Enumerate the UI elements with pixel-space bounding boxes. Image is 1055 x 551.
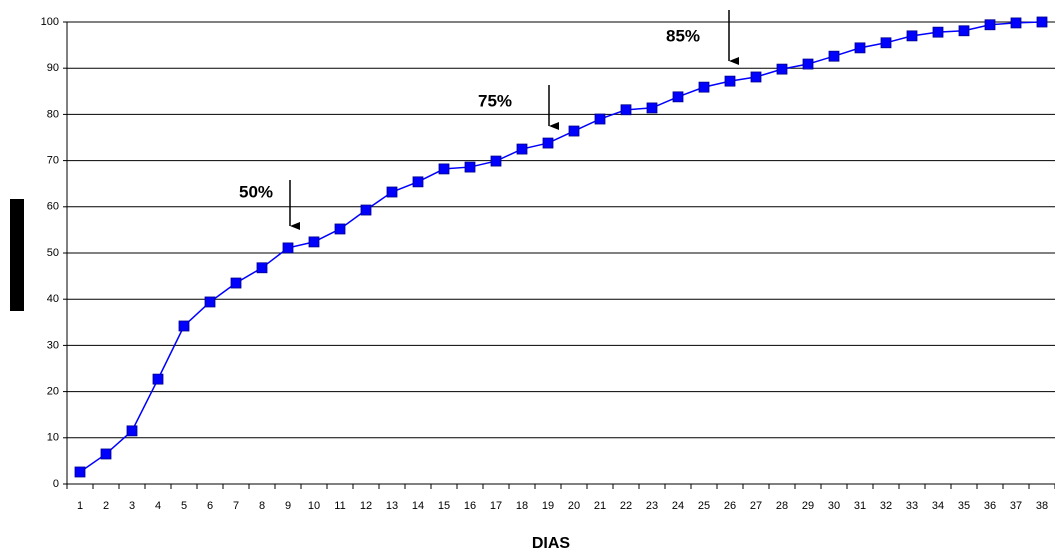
- marker: [880, 37, 892, 49]
- marker: [516, 143, 528, 155]
- y-tick-label: 60: [47, 201, 59, 213]
- x-tick-label: 34: [932, 500, 944, 512]
- y-tick-label: 50: [47, 247, 59, 259]
- y-tick-label: 40: [47, 293, 59, 305]
- x-tick-label: 22: [620, 500, 632, 512]
- y-tick-label: 90: [47, 62, 59, 74]
- marker: [74, 466, 86, 478]
- annotation: 85%: [666, 26, 700, 45]
- marker: [230, 277, 242, 289]
- x-tick-label: 5: [181, 500, 187, 512]
- x-tick-label: 33: [906, 500, 918, 512]
- marker: [438, 163, 450, 175]
- marker: [828, 50, 840, 62]
- x-tick-label: 2: [103, 500, 109, 512]
- x-tick-label: 12: [360, 500, 372, 512]
- x-tick-label: 4: [155, 500, 161, 512]
- marker: [1036, 16, 1048, 28]
- marker: [958, 25, 970, 37]
- y-tick-label: 30: [47, 339, 59, 351]
- x-tick-label: 10: [308, 500, 320, 512]
- y-tick-label: 100: [41, 16, 59, 28]
- x-tick-label: 15: [438, 500, 450, 512]
- x-tick-label: 14: [412, 500, 424, 512]
- marker: [906, 30, 918, 42]
- marker: [360, 204, 372, 216]
- x-tick-label: 9: [285, 500, 291, 512]
- x-tick-label: 18: [516, 500, 528, 512]
- x-tick-label: 37: [1010, 500, 1022, 512]
- marker: [282, 242, 294, 254]
- x-tick-label: 21: [594, 500, 606, 512]
- series-line: [79, 21, 1043, 473]
- marker: [464, 161, 476, 173]
- x-tick-label: 19: [542, 500, 554, 512]
- marker: [854, 42, 866, 54]
- marker: [256, 262, 268, 274]
- annotation: 50%: [239, 182, 273, 201]
- x-tick-label: 28: [776, 500, 788, 512]
- marker: [724, 75, 736, 87]
- x-tick-label: 1: [77, 500, 83, 512]
- marker: [568, 125, 580, 137]
- marker: [620, 104, 632, 116]
- y-tick-label: 80: [47, 108, 59, 120]
- x-tick-label: 25: [698, 500, 710, 512]
- x-tick-label: 17: [490, 500, 502, 512]
- marker: [152, 373, 164, 385]
- x-tick-label: 27: [750, 500, 762, 512]
- marker: [100, 448, 112, 460]
- marker: [646, 102, 658, 114]
- y-tick-label: 70: [47, 155, 59, 167]
- x-tick-label: 16: [464, 500, 476, 512]
- y-tick-label: 10: [47, 432, 59, 444]
- marker: [178, 320, 190, 332]
- x-tick-label: 31: [854, 500, 866, 512]
- y-tick-label: 20: [47, 386, 59, 398]
- marker: [594, 113, 606, 125]
- marker: [386, 186, 398, 198]
- x-tick-label: 35: [958, 500, 970, 512]
- x-tick-label: 36: [984, 500, 996, 512]
- y-tick-label: 0: [53, 478, 59, 490]
- marker: [1010, 17, 1022, 29]
- x-tick-label: 7: [233, 500, 239, 512]
- marker: [802, 58, 814, 70]
- x-tick-label: 30: [828, 500, 840, 512]
- marker: [308, 236, 320, 248]
- annotation: 75%: [478, 91, 512, 110]
- x-tick-label: 24: [672, 500, 684, 512]
- marker: [698, 81, 710, 93]
- x-axis-title: DIAS: [532, 535, 571, 551]
- marker: [932, 26, 944, 38]
- x-tick-label: 8: [259, 500, 265, 512]
- x-tick-label: 13: [386, 500, 398, 512]
- redacted-label: [10, 199, 24, 311]
- x-tick-label: 6: [207, 500, 213, 512]
- x-tick-label: 20: [568, 500, 580, 512]
- marker: [126, 425, 138, 437]
- marker: [672, 91, 684, 103]
- marker: [542, 137, 554, 149]
- x-tick-label: 11: [334, 500, 345, 512]
- marker: [490, 155, 502, 167]
- x-tick-label: 23: [646, 500, 658, 512]
- marker: [776, 63, 788, 75]
- x-tick-label: 26: [724, 500, 736, 512]
- marker: [204, 296, 216, 308]
- x-tick-label: 38: [1036, 500, 1048, 512]
- marker: [984, 19, 996, 31]
- x-tick-label: 3: [129, 500, 135, 512]
- marker: [412, 176, 424, 188]
- x-tick-label: 32: [880, 500, 892, 512]
- x-tick-label: 29: [802, 500, 814, 512]
- marker: [750, 71, 762, 83]
- marker: [334, 223, 346, 235]
